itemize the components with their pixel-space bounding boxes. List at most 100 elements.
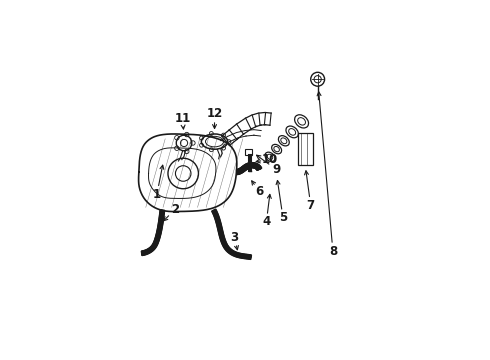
Polygon shape (247, 255, 249, 259)
Polygon shape (160, 213, 164, 214)
Polygon shape (254, 163, 255, 168)
Polygon shape (224, 246, 228, 248)
Text: 3: 3 (230, 231, 239, 244)
Polygon shape (242, 166, 245, 171)
Polygon shape (146, 250, 148, 254)
Polygon shape (230, 250, 233, 254)
Polygon shape (213, 212, 218, 215)
Polygon shape (216, 220, 220, 222)
Polygon shape (216, 221, 220, 223)
Polygon shape (248, 163, 250, 168)
Polygon shape (153, 242, 158, 244)
Polygon shape (158, 222, 163, 224)
Polygon shape (237, 253, 239, 257)
Polygon shape (242, 167, 245, 171)
Polygon shape (158, 225, 163, 226)
Polygon shape (247, 163, 249, 168)
Polygon shape (159, 219, 164, 220)
Polygon shape (152, 244, 156, 247)
Polygon shape (238, 169, 240, 174)
Polygon shape (254, 163, 256, 168)
Polygon shape (233, 252, 236, 256)
Polygon shape (145, 250, 147, 255)
Polygon shape (253, 163, 254, 168)
Polygon shape (241, 168, 244, 172)
Polygon shape (237, 170, 238, 175)
Polygon shape (242, 254, 244, 258)
Polygon shape (146, 250, 147, 254)
Polygon shape (151, 246, 155, 249)
Polygon shape (217, 225, 221, 226)
Polygon shape (249, 255, 251, 259)
Polygon shape (158, 224, 163, 225)
Polygon shape (158, 227, 162, 228)
Polygon shape (247, 163, 249, 168)
Text: 10: 10 (261, 153, 277, 166)
Polygon shape (220, 237, 224, 238)
Polygon shape (238, 169, 241, 174)
Polygon shape (214, 216, 219, 218)
Polygon shape (156, 233, 161, 234)
Polygon shape (240, 168, 243, 172)
Polygon shape (155, 239, 159, 241)
Polygon shape (149, 248, 152, 252)
Polygon shape (255, 163, 257, 168)
Polygon shape (145, 250, 147, 255)
Polygon shape (216, 219, 220, 221)
Polygon shape (154, 241, 158, 243)
Polygon shape (219, 233, 223, 234)
Polygon shape (215, 217, 219, 219)
Polygon shape (159, 220, 163, 221)
Polygon shape (152, 245, 156, 248)
Polygon shape (257, 168, 262, 170)
Polygon shape (257, 168, 262, 170)
Polygon shape (215, 216, 219, 218)
Polygon shape (239, 169, 241, 174)
Polygon shape (147, 249, 149, 253)
Polygon shape (218, 228, 222, 230)
Polygon shape (256, 166, 261, 170)
Polygon shape (238, 169, 240, 174)
Polygon shape (149, 248, 153, 251)
Polygon shape (246, 164, 248, 168)
Polygon shape (239, 169, 242, 174)
Polygon shape (250, 163, 251, 168)
Polygon shape (220, 236, 224, 238)
Polygon shape (156, 235, 160, 237)
Polygon shape (159, 218, 164, 219)
Polygon shape (244, 254, 245, 258)
Polygon shape (221, 240, 225, 242)
Polygon shape (225, 246, 229, 249)
Polygon shape (228, 249, 231, 253)
Polygon shape (212, 210, 217, 213)
Polygon shape (255, 164, 258, 168)
Polygon shape (160, 215, 164, 216)
Polygon shape (257, 167, 261, 170)
Polygon shape (255, 164, 258, 168)
Polygon shape (241, 167, 245, 171)
Polygon shape (239, 253, 240, 258)
Polygon shape (222, 243, 226, 245)
Polygon shape (159, 217, 164, 219)
Polygon shape (239, 169, 242, 173)
Polygon shape (243, 166, 246, 170)
Polygon shape (245, 165, 247, 169)
Polygon shape (158, 227, 162, 229)
Polygon shape (241, 253, 242, 258)
Polygon shape (150, 247, 153, 251)
Polygon shape (213, 211, 217, 213)
Polygon shape (220, 235, 224, 237)
Polygon shape (142, 251, 143, 256)
Polygon shape (160, 210, 165, 211)
Polygon shape (243, 166, 246, 170)
Polygon shape (157, 231, 161, 232)
Polygon shape (238, 169, 240, 174)
Polygon shape (152, 244, 156, 247)
Polygon shape (155, 237, 160, 239)
Polygon shape (243, 254, 244, 258)
Polygon shape (254, 163, 256, 168)
Polygon shape (154, 241, 158, 243)
Polygon shape (239, 253, 241, 258)
Polygon shape (221, 240, 225, 242)
Polygon shape (232, 251, 235, 256)
